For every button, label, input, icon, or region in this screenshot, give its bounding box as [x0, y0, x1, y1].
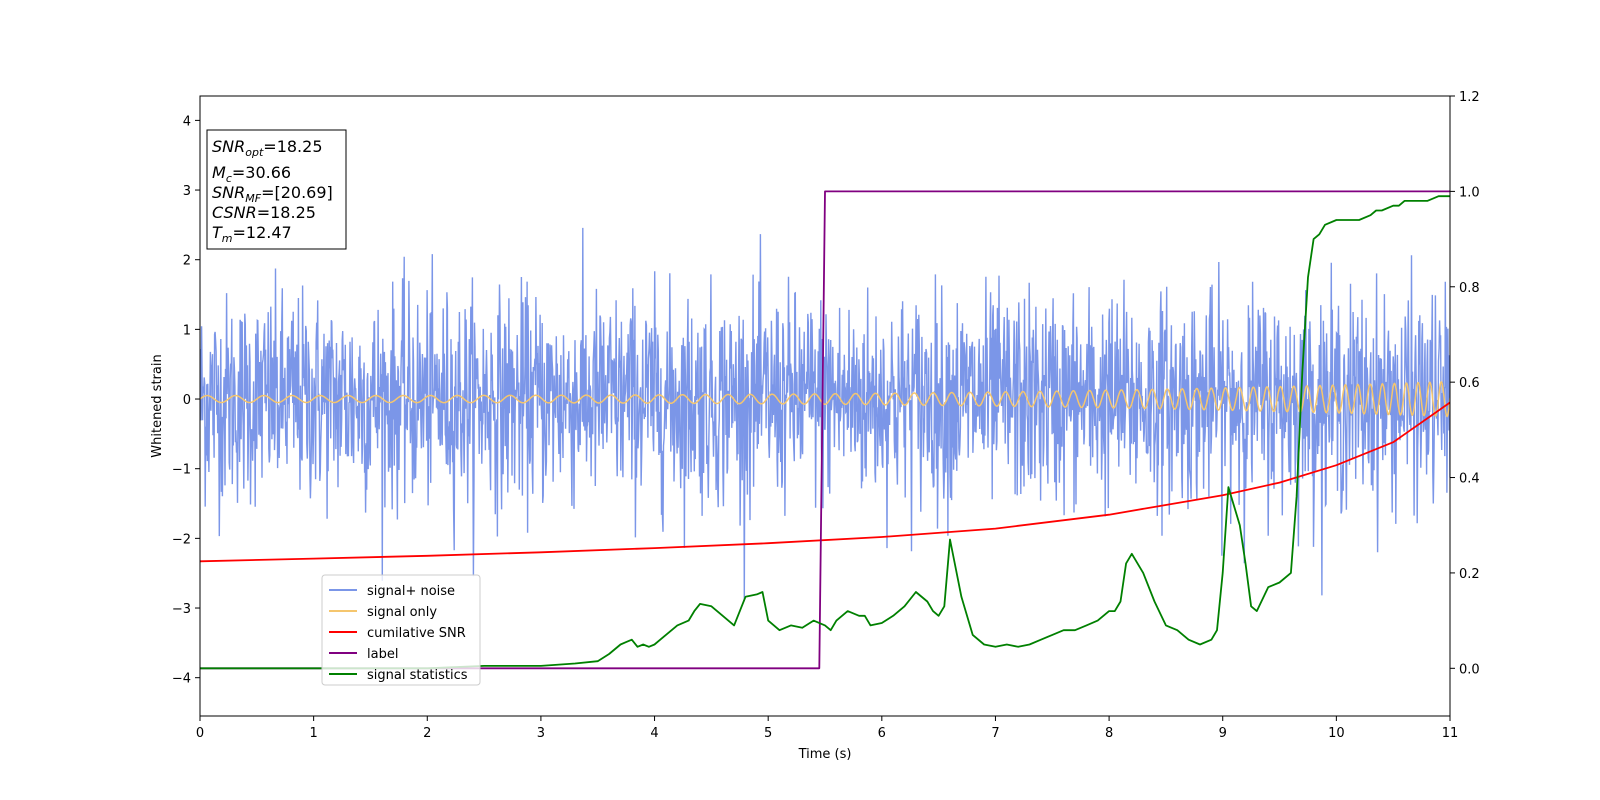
legend-label: signal+ noise [367, 584, 455, 599]
x-tick-label: 5 [764, 726, 772, 741]
x-tick-label: 1 [309, 726, 317, 741]
legend-label: label [367, 647, 398, 662]
series-signal-noise-line [200, 227, 1450, 602]
x-tick-label: 3 [537, 726, 545, 741]
legend-frame [321, 574, 481, 686]
y-right-tick-label: 1.2 [1459, 90, 1480, 105]
series-signal-only-line [200, 380, 1450, 418]
x-tick-label: 4 [650, 726, 658, 741]
y-right-tick-label: 0.6 [1459, 376, 1480, 391]
info-mc: Mc=30.66 [212, 163, 291, 185]
x-tick-label: 10 [1328, 726, 1345, 741]
x-tick-label: 0 [196, 726, 204, 741]
legend-label: signal statistics [367, 668, 468, 683]
series-layer [200, 190, 1450, 670]
y-left-tick-label: 3 [183, 184, 191, 199]
series-signal-statistics-line [200, 195, 1450, 670]
y-right-tick-label: 0.4 [1459, 472, 1480, 487]
info-tm: Tm=12.47 [212, 223, 292, 245]
y-left-tick-label: 1 [183, 323, 191, 338]
y-right-tick-label: 0.8 [1459, 281, 1480, 296]
y-axis-left: 4 3 2 1 0 −1 −2 −3 −4 [172, 114, 200, 687]
info-snr-opt: SNRopt=18.25 [212, 137, 323, 159]
y-axis-right: 1.2 1.0 0.8 0.6 0.4 0.2 0.0 [1450, 90, 1480, 677]
legend-label: cumilative SNR [367, 626, 466, 641]
x-tick-label: 8 [1105, 726, 1113, 741]
y-right-tick-label: 0.0 [1459, 662, 1480, 677]
y-left-tick-label: −2 [172, 532, 191, 547]
y-left-tick-label: −3 [172, 602, 191, 617]
legend-label: signal only [367, 605, 437, 620]
x-axis-label: Time (s) [798, 747, 852, 762]
x-tick-label: 6 [878, 726, 886, 741]
info-box: SNRopt=18.25 Mc=30.66 SNRMF=[20.69] CSNR… [206, 129, 347, 250]
y-right-tick-label: 0.2 [1459, 567, 1480, 582]
info-box-frame [206, 129, 347, 250]
x-axis: 0 1 2 3 4 5 6 7 8 9 10 11 [196, 716, 1458, 741]
legend: signal+ noise signal only cumilative SNR la… [321, 574, 481, 686]
y-axis-label: Whitened strain [150, 354, 165, 457]
series-cumilative-snr-line [200, 401, 1450, 563]
x-tick-label: 11 [1442, 726, 1459, 741]
plot-frame [199, 95, 1451, 717]
y-left-tick-label: 2 [183, 254, 191, 269]
y-left-tick-label: −4 [172, 672, 191, 687]
y-left-tick-label: 4 [183, 114, 191, 129]
info-csnr: CSNR=18.25 [212, 203, 316, 222]
y-right-tick-label: 1.0 [1459, 185, 1480, 200]
y-left-tick-label: −1 [172, 463, 191, 478]
x-tick-label: 2 [423, 726, 431, 741]
info-snr-mf: SNRMF=[20.69] [212, 183, 333, 205]
x-tick-label: 9 [1219, 726, 1227, 741]
y-left-tick-label: 0 [183, 393, 191, 408]
x-tick-label: 7 [991, 726, 999, 741]
series-label-line [200, 190, 1450, 670]
